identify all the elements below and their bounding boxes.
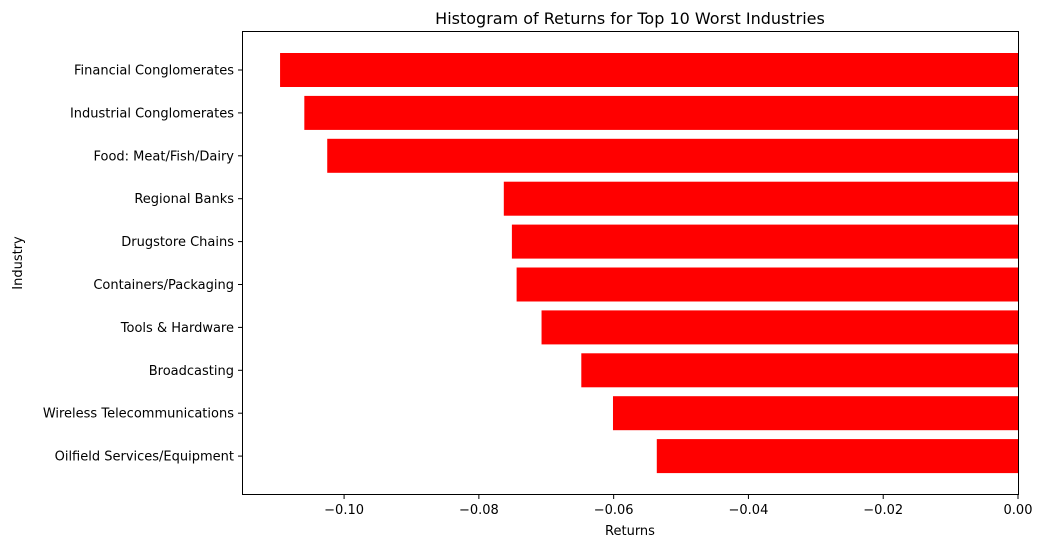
- y-tick-label: Financial Conglomerates: [74, 64, 234, 79]
- bars-group: [280, 53, 1019, 474]
- chart-title: Histogram of Returns for Top 10 Worst In…: [435, 9, 825, 28]
- x-tick-label: −0.04: [729, 503, 769, 518]
- bar: [304, 95, 1019, 130]
- y-tick-label: Drugstore Chains: [121, 235, 234, 250]
- y-tick-label: Wireless Telecommunications: [43, 407, 234, 422]
- y-tick-label: Industrial Conglomerates: [70, 106, 234, 121]
- x-tick-label: −0.06: [594, 503, 634, 518]
- x-tick-label: −0.08: [459, 503, 499, 518]
- bar: [656, 439, 1018, 474]
- x-axis-label: Returns: [605, 524, 655, 539]
- bar: [511, 224, 1018, 259]
- y-tick-label: Food: Meat/Fish/Dairy: [93, 149, 234, 164]
- x-axis-ticks: −0.10 −0.08 −0.06 −0.04 −0.02 0.00: [324, 494, 1032, 518]
- plot-frame: [242, 31, 1019, 495]
- x-tick-label: 0.00: [1004, 503, 1033, 518]
- y-tick-label: Broadcasting: [149, 364, 234, 379]
- y-tick-label: Oilfield Services/Equipment: [55, 450, 234, 465]
- bar: [612, 396, 1018, 431]
- x-tick-label: −0.02: [863, 503, 903, 518]
- bar: [327, 138, 1018, 173]
- bar: [516, 267, 1018, 302]
- bar: [503, 181, 1019, 216]
- y-tick-label: Tools & Hardware: [120, 321, 234, 336]
- bar: [581, 353, 1018, 388]
- y-tick-label: Regional Banks: [134, 192, 234, 207]
- y-tick-label: Containers/Packaging: [93, 278, 234, 293]
- bar: [541, 310, 1018, 345]
- bar: [280, 53, 1019, 87]
- y-axis-ticks: Financial Conglomerates Industrial Conglo…: [43, 64, 243, 465]
- x-tick-label: −0.10: [324, 503, 364, 518]
- y-axis-label: Industry: [11, 236, 26, 290]
